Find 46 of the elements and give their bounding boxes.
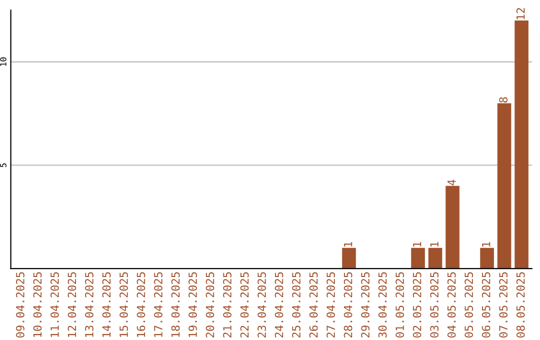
x-tick-label: 11.04.2025: [50, 272, 59, 337]
data-label: 8: [499, 97, 508, 103]
x-tick-label: 27.04.2025: [326, 272, 335, 338]
x-tick-label: 14.04.2025: [102, 272, 111, 337]
data-label: 1: [482, 242, 490, 247]
x-tick-label: 20.04.2025: [206, 272, 214, 338]
x-tick-label: 10.04.2025: [33, 272, 42, 337]
x-tick-label: 26.04.2025: [309, 272, 318, 338]
x-tick-label: 30.04.2025: [378, 272, 387, 338]
x-tick-label: 06.05.2025: [482, 272, 490, 338]
x-tick-label: 16.04.2025: [136, 272, 146, 337]
x-tick-label: 22.04.2025: [240, 272, 249, 338]
x-tick-label: 15.04.2025: [120, 272, 128, 337]
bar: [446, 186, 460, 269]
x-tick-label: 21.04.2025: [223, 272, 232, 338]
data-label: 1: [413, 242, 422, 247]
x-tick-label: 07.05.2025: [499, 272, 508, 338]
x-tick-label: 24.04.2025: [274, 272, 284, 338]
x-tick-label: 29.04.2025: [361, 272, 370, 338]
x-tick-label: 09.04.2025: [16, 272, 24, 338]
x-tick-label: 13.04.2025: [85, 272, 94, 337]
y-tick-label: 5: [0, 163, 6, 168]
x-tick-label: 03.05.2025: [430, 272, 439, 338]
data-label: 12: [516, 8, 525, 20]
x-tick-label: 28.04.2025: [344, 272, 352, 338]
data-label: 1: [430, 242, 438, 247]
bar: [342, 248, 356, 269]
data-label: 1: [344, 242, 352, 247]
bar: [480, 248, 494, 269]
x-tick-label: 04.05.2025: [447, 272, 456, 338]
x-tick-label: 25.04.2025: [292, 272, 300, 338]
x-tick-label: 19.04.2025: [188, 272, 197, 337]
y-tick-label: 10: [0, 57, 6, 66]
bar: [514, 20, 528, 269]
bar: [411, 248, 425, 269]
bar: [428, 248, 442, 269]
data-label: 4: [448, 180, 456, 186]
bar: [497, 103, 512, 269]
x-tick-label: 17.04.2025: [154, 272, 162, 337]
x-tick-label: 01.05.2025: [396, 272, 404, 338]
x-tick-label: 02.05.2025: [412, 272, 422, 338]
x-tick-label: 18.04.2025: [171, 272, 180, 337]
x-tick-label: 08.05.2025: [516, 272, 525, 338]
x-tick-label: 23.04.2025: [258, 272, 266, 338]
x-tick-label: 05.05.2025: [464, 272, 474, 338]
x-tick-label: 12.04.2025: [68, 272, 76, 337]
